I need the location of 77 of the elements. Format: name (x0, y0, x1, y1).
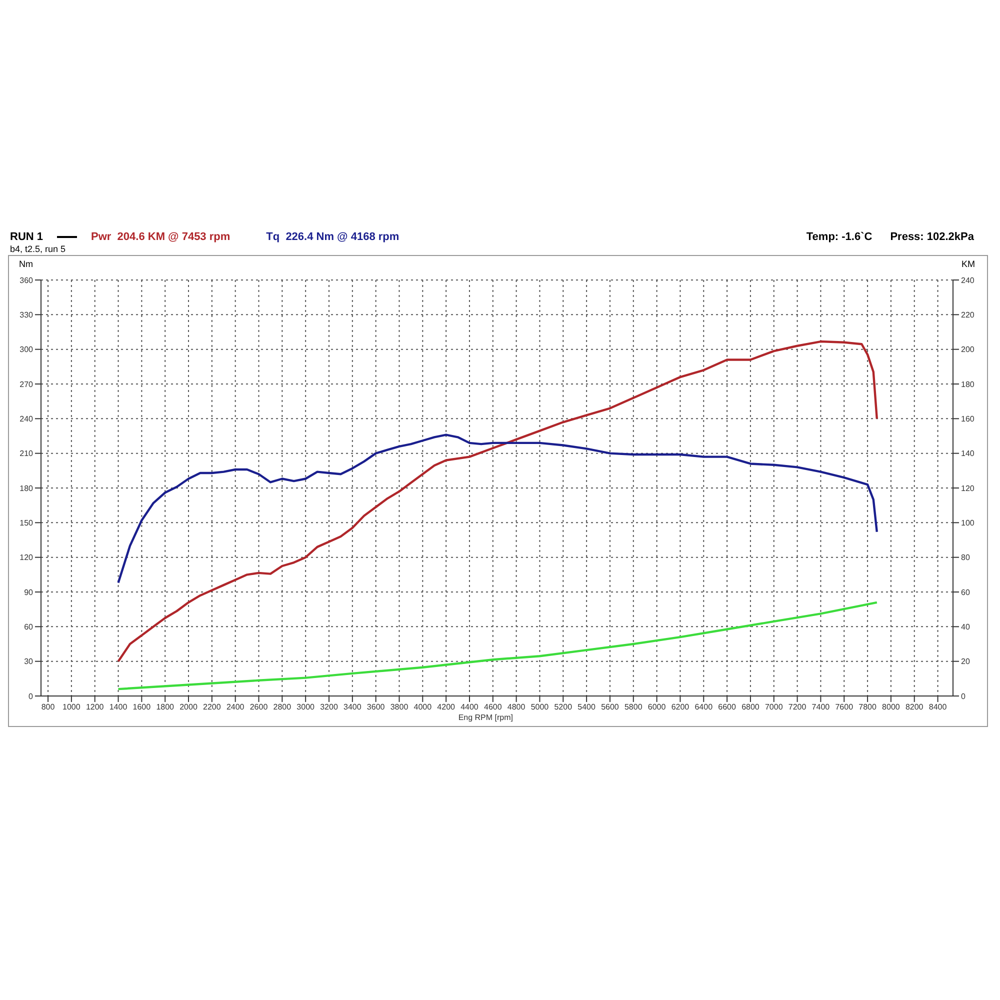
y2-tick-label: 180 (961, 380, 975, 389)
y2-tick-label: 140 (961, 449, 975, 458)
x-tick-label: 3600 (366, 702, 386, 712)
x-tick-label: 7000 (764, 702, 784, 712)
y2-tick-label: 60 (961, 588, 970, 597)
x-tick-label: 5000 (530, 702, 550, 712)
line-series (117, 601, 878, 690)
y2-tick-label: 160 (961, 414, 975, 424)
x-tick-label: 7400 (812, 702, 830, 712)
x-tick-label: 4000 (414, 702, 432, 712)
y-tick-label: 150 (20, 518, 34, 528)
x-axis-title: Eng RPM [rpm] (458, 713, 513, 722)
y-tick-label: 30 (24, 657, 34, 666)
y-tick-label: 210 (20, 449, 34, 458)
y2-tick-label: 200 (961, 345, 975, 354)
x-tick-label: 5600 (601, 702, 620, 712)
x-tick-label: 3400 (344, 702, 362, 712)
x-tick-label: 6200 (671, 702, 690, 712)
y-tick-label: 360 (20, 276, 34, 285)
y-axis-title: Nm (19, 259, 33, 269)
x-tick-label: 800 (41, 702, 56, 712)
x-tick-label: 1600 (132, 702, 152, 712)
y2-tick-label: 120 (961, 484, 975, 493)
y-tick-label: 300 (20, 345, 34, 354)
chart-subtitle: b4, t2.5, run 5 (10, 244, 67, 255)
x-tick-label: 4200 (437, 702, 456, 712)
text: Temp: -1.6`C (806, 231, 872, 243)
y-tick-label: 330 (20, 310, 34, 320)
y-tick-label: 90 (24, 588, 34, 597)
x-tick-label: 3800 (390, 702, 409, 712)
y2-tick-label: 40 (961, 622, 970, 632)
x-tick-label: 2800 (273, 702, 292, 712)
x-tick-label: 4800 (507, 702, 526, 712)
y-tick-label: 270 (20, 380, 34, 389)
line-series (117, 434, 878, 584)
y2-tick-label: 100 (961, 518, 975, 528)
x-tick-label: 5200 (554, 702, 573, 712)
y-tick-label: 180 (20, 484, 34, 493)
x-tick-label: 6400 (694, 702, 714, 712)
line-series (117, 340, 878, 662)
x-tick-label: 7200 (788, 702, 807, 712)
y2-axis-title: KM (962, 259, 975, 269)
x-tick-label: 8400 (928, 702, 948, 712)
x-tick-label: 8200 (905, 702, 924, 712)
y2-tick-label: 0 (961, 692, 966, 701)
x-tick-label: 3000 (296, 702, 316, 712)
y-tick-label: 60 (24, 622, 34, 632)
x-tick-label: 7600 (835, 702, 854, 712)
text: Tq 226.4 Nm @ 4168 rpm (266, 231, 400, 243)
x-tick-label: 2600 (250, 702, 268, 712)
x-tick-label: 1200 (86, 702, 104, 712)
y-tick-label: 0 (28, 692, 34, 701)
y-tick-label: 240 (20, 414, 34, 424)
y2-tick-label: 80 (961, 553, 970, 562)
y2-tick-label: 240 (961, 276, 975, 285)
y2-tick-label: 220 (961, 310, 975, 320)
x-tick-label: 5400 (578, 702, 596, 712)
x-tick-label: 4600 (484, 702, 502, 712)
text: Pwr 204.6 KM @ 7453 rpm (91, 231, 230, 243)
text: Press: 102.2kPa (890, 231, 974, 243)
x-tick-label: 2000 (180, 702, 198, 712)
x-tick-label: 1000 (62, 702, 81, 712)
chart-title: RUN 1 (10, 231, 44, 243)
x-tick-label: 1800 (156, 702, 175, 712)
x-tick-label: 8000 (882, 702, 900, 712)
y2-tick-label: 20 (961, 657, 970, 666)
x-tick-label: 4400 (460, 702, 479, 712)
x-tick-label: 3200 (320, 702, 338, 712)
y-tick-label: 120 (20, 553, 34, 562)
x-tick-label: 6600 (718, 702, 736, 712)
x-tick-label: 5800 (624, 702, 643, 712)
x-tick-label: 2200 (203, 702, 222, 712)
x-tick-label: 6000 (648, 702, 666, 712)
x-tick-label: 7800 (858, 702, 877, 712)
x-tick-label: 1400 (109, 702, 128, 712)
x-tick-label: 2400 (226, 702, 245, 712)
x-tick-label: 6800 (742, 702, 760, 712)
